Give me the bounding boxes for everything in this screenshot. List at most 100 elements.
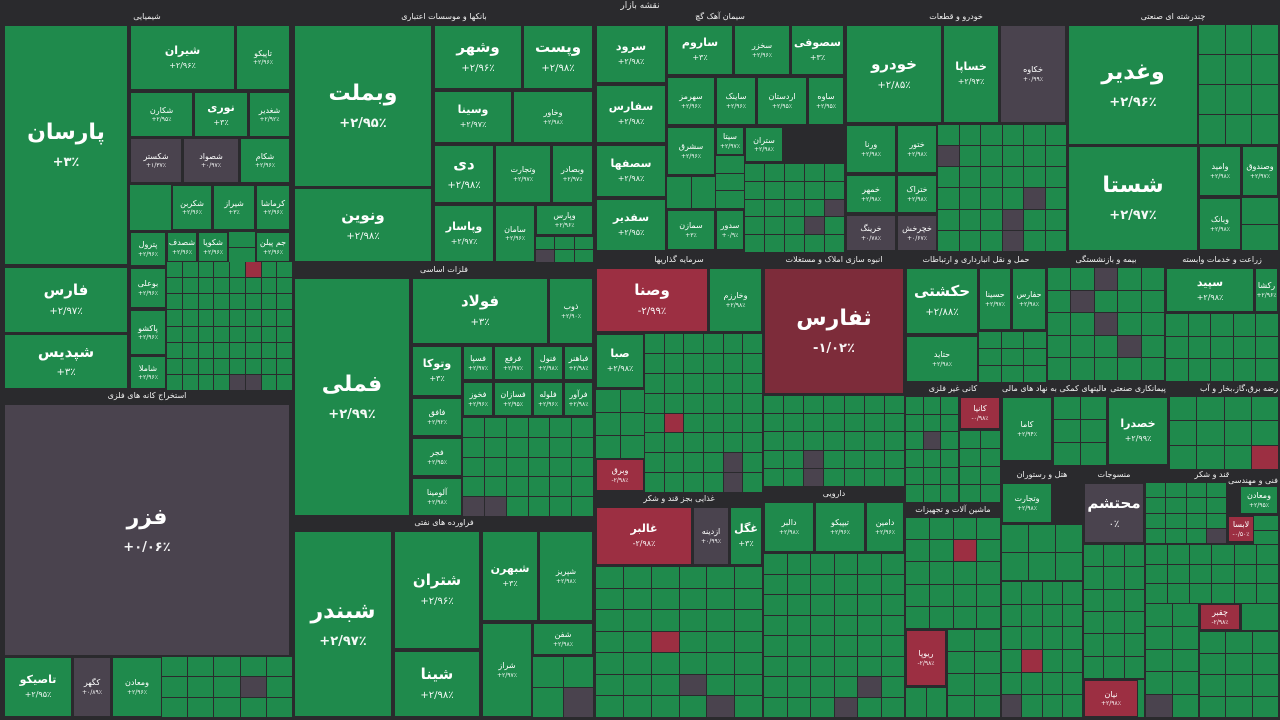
small-tile[interactable] [1022, 649, 1042, 672]
small-tile[interactable] [620, 413, 644, 435]
small-tile[interactable] [723, 373, 743, 393]
small-tile[interactable] [1094, 335, 1118, 358]
small-tile[interactable] [1056, 553, 1082, 580]
small-tile[interactable] [1166, 498, 1186, 513]
small-tile[interactable] [1042, 604, 1062, 627]
small-tile[interactable] [735, 567, 762, 588]
stock-tile[interactable]: شکام +۲/۹۶٪ [240, 138, 290, 183]
small-tile[interactable] [1252, 55, 1278, 84]
small-tile[interactable] [938, 125, 959, 146]
small-tile[interactable] [948, 652, 974, 673]
small-tile[interactable] [1118, 290, 1141, 313]
small-tile[interactable] [743, 373, 762, 393]
stock-tile[interactable]: نوری +۳٪ [194, 92, 248, 137]
small-tile[interactable] [1186, 528, 1206, 543]
small-tile[interactable] [277, 342, 292, 358]
small-tile[interactable] [1062, 672, 1082, 695]
small-tile[interactable] [645, 433, 664, 453]
small-tile[interactable] [1234, 545, 1256, 564]
small-tile[interactable] [277, 310, 292, 326]
stock-tile[interactable]: ومعادن +۲/۹۶٪ [112, 657, 162, 717]
small-tile[interactable] [1024, 366, 1046, 382]
small-tile[interactable] [980, 467, 1000, 484]
small-tile[interactable] [506, 418, 528, 437]
small-tile[interactable] [981, 125, 1002, 146]
small-tile[interactable] [1172, 695, 1198, 717]
small-tile[interactable] [707, 653, 735, 674]
small-tile[interactable] [230, 374, 245, 390]
small-tile[interactable] [620, 390, 644, 412]
small-tile[interactable] [645, 353, 664, 373]
small-tile[interactable] [277, 326, 292, 342]
small-tile[interactable] [764, 414, 784, 432]
small-tile[interactable] [528, 497, 550, 516]
small-tile[interactable] [743, 393, 762, 413]
small-tile[interactable] [1141, 335, 1164, 358]
small-tile[interactable] [684, 473, 703, 492]
small-tile[interactable] [716, 191, 744, 208]
small-tile[interactable] [844, 468, 864, 486]
small-tile[interactable] [214, 326, 229, 342]
small-tile[interactable] [785, 199, 804, 217]
small-tile[interactable] [1141, 358, 1164, 380]
small-tile[interactable] [277, 278, 292, 294]
small-tile[interactable] [596, 390, 620, 412]
stock-tile[interactable]: کاما +۲/۹۴٪ [1002, 397, 1052, 461]
stock-tile[interactable]: کگهر +۰/۸۹٪ [73, 657, 111, 717]
small-tile[interactable] [1251, 421, 1278, 445]
small-tile[interactable] [550, 457, 572, 477]
small-tile[interactable] [764, 615, 787, 635]
small-tile[interactable] [463, 497, 484, 516]
small-tile[interactable] [261, 278, 277, 294]
small-tile[interactable] [844, 396, 864, 414]
small-tile[interactable] [463, 418, 484, 437]
small-tile[interactable] [261, 310, 277, 326]
small-tile[interactable] [1170, 421, 1197, 445]
small-tile[interactable] [787, 615, 810, 635]
small-tile[interactable] [261, 294, 277, 310]
small-tile[interactable] [1225, 55, 1252, 84]
stock-tile[interactable]: فسپا +۲/۹۷٪ [463, 346, 493, 380]
small-tile[interactable] [506, 477, 528, 497]
small-tile[interactable] [528, 457, 550, 477]
small-tile[interactable] [938, 209, 959, 230]
small-tile[interactable] [1211, 359, 1233, 381]
stock-tile[interactable]: وبانک +۲/۹۸٪ [1199, 198, 1241, 250]
small-tile[interactable] [167, 294, 182, 310]
small-tile[interactable] [1186, 483, 1206, 498]
small-tile[interactable] [864, 468, 884, 486]
small-tile[interactable] [1042, 695, 1062, 717]
stock-tile[interactable]: شغدیر +۲/۹۲٪ [249, 92, 290, 137]
small-tile[interactable] [550, 477, 572, 497]
small-tile[interactable] [811, 554, 834, 574]
small-tile[interactable] [805, 235, 824, 252]
stock-tile[interactable]: غالبر -۲/۹۸٪ [596, 507, 692, 565]
small-tile[interactable] [1146, 483, 1166, 498]
small-tile[interactable] [1080, 420, 1106, 442]
stock-tile[interactable]: شپریز +۲/۹۸٪ [539, 531, 593, 621]
small-tile[interactable] [1186, 498, 1206, 513]
stock-tile[interactable]: ازدینه +۰/۹۹٪ [693, 507, 729, 565]
small-tile[interactable] [130, 185, 171, 230]
small-tile[interactable] [941, 449, 958, 467]
small-tile[interactable] [765, 181, 784, 199]
small-tile[interactable] [881, 615, 904, 635]
small-tile[interactable] [261, 342, 277, 358]
small-tile[interactable] [979, 366, 1001, 382]
small-tile[interactable] [1024, 146, 1045, 167]
small-tile[interactable] [703, 353, 723, 373]
small-tile[interactable] [1002, 695, 1022, 717]
small-tile[interactable] [645, 334, 664, 353]
small-tile[interactable] [929, 606, 953, 628]
small-tile[interactable] [1071, 290, 1094, 313]
small-tile[interactable] [1172, 626, 1198, 649]
small-tile[interactable] [1048, 268, 1071, 290]
small-tile[interactable] [764, 468, 784, 486]
small-tile[interactable] [550, 437, 572, 457]
stock-tile[interactable]: شیران +۲/۹۶٪ [130, 25, 235, 90]
small-tile[interactable] [858, 677, 881, 697]
small-tile[interactable] [1024, 209, 1045, 230]
small-tile[interactable] [884, 450, 904, 468]
small-tile[interactable] [245, 310, 261, 326]
small-tile[interactable] [784, 432, 804, 450]
